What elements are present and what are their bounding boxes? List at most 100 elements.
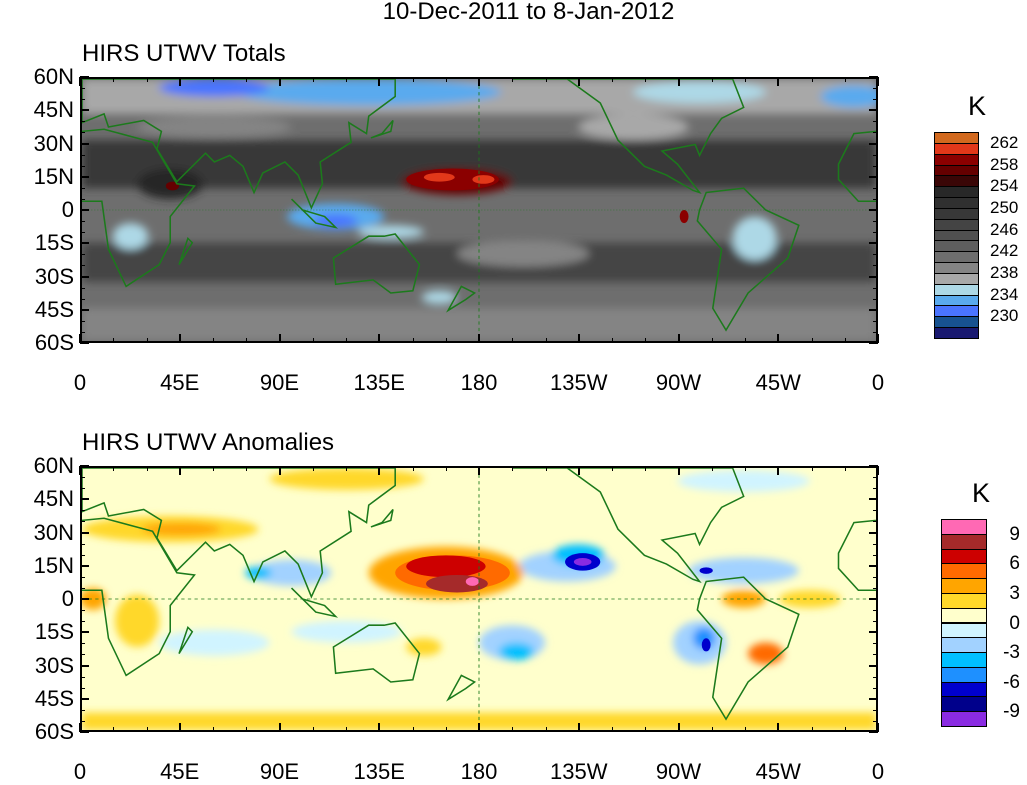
- colorbar-box: [941, 711, 987, 727]
- x-minor-tick: [445, 77, 447, 82]
- y-tick-mark: [869, 209, 878, 211]
- y-tick-mark: [80, 697, 89, 700]
- field-region: [732, 216, 777, 261]
- y-minor-tick: [80, 320, 85, 322]
- x-minor-tick: [844, 727, 846, 732]
- coastline: [290, 198, 339, 229]
- figure-title: 10-Dec-2011 to 8-Jan-2012: [382, 0, 675, 25]
- field-region: [357, 225, 424, 239]
- x-minor-tick: [711, 77, 713, 82]
- y-tick-mark: [869, 109, 878, 112]
- x-minor-tick: [512, 466, 514, 471]
- x-tick-mark: [79, 77, 81, 86]
- x-minor-tick: [412, 77, 414, 82]
- y-tick-mark: [869, 564, 878, 567]
- y-tick-mark: [869, 465, 878, 467]
- x-tick-label: 180: [460, 759, 498, 784]
- y-tick-mark: [80, 598, 89, 600]
- x-tick-label: 0: [73, 370, 87, 395]
- panel-2-subtitle: HIRS UTWV Anomalies: [82, 429, 335, 456]
- x-minor-tick: [645, 77, 647, 82]
- x-tick-label: 90E: [259, 759, 300, 784]
- y-tick-mark: [869, 275, 878, 278]
- coastline: [82, 517, 196, 677]
- x-tick-mark: [777, 77, 780, 86]
- y-minor-tick: [873, 720, 878, 722]
- x-minor-tick: [246, 466, 248, 471]
- x-tick-mark: [577, 466, 580, 475]
- x-minor-tick: [545, 466, 547, 471]
- y-tick-label: 60S: [34, 719, 74, 744]
- field-region: [633, 81, 766, 104]
- y-minor-tick: [873, 287, 878, 289]
- y-tick-label: 15S: [34, 230, 74, 256]
- x-minor-tick: [711, 466, 713, 471]
- x-minor-tick: [213, 466, 214, 471]
- field-region: [159, 79, 270, 97]
- field-region: [426, 574, 488, 593]
- field-region: [465, 577, 479, 586]
- y-tick-mark: [869, 76, 878, 78]
- coastline: [837, 130, 876, 203]
- x-tick-mark: [677, 723, 680, 732]
- y-tick-mark: [80, 631, 89, 634]
- y-tick-label: 45S: [34, 685, 74, 711]
- x-minor-tick: [445, 466, 447, 471]
- y-minor-tick: [80, 654, 85, 656]
- y-minor-tick: [873, 165, 878, 167]
- coastline: [696, 576, 800, 721]
- coastlines: [82, 468, 876, 721]
- y-minor-tick: [80, 221, 85, 223]
- x-tick-mark: [178, 723, 181, 732]
- coastline: [446, 674, 477, 702]
- x-minor-tick: [512, 77, 514, 82]
- x-tick-mark: [178, 77, 181, 86]
- y-minor-tick: [873, 198, 878, 200]
- x-minor-tick: [213, 77, 214, 82]
- x-tick-label: 90E: [259, 370, 300, 395]
- colorbar-label: 258: [990, 154, 1019, 174]
- x-minor-tick: [844, 466, 846, 471]
- y-minor-tick: [80, 298, 85, 300]
- x-tick-label: 135E: [353, 370, 405, 395]
- x-tick-mark: [877, 723, 879, 732]
- x-tick-label: 45E: [160, 759, 200, 784]
- coastline: [178, 625, 194, 654]
- y-minor-tick: [80, 488, 85, 490]
- x-tick-label: 0: [871, 759, 885, 784]
- x-minor-tick: [246, 338, 248, 343]
- x-minor-tick: [146, 727, 148, 732]
- y-minor-tick: [873, 254, 878, 256]
- x-minor-tick: [113, 727, 115, 732]
- y-minor-tick: [80, 720, 85, 722]
- coastline: [696, 187, 800, 332]
- x-minor-tick: [312, 338, 314, 343]
- x-tick-mark: [178, 334, 181, 343]
- field-region: [573, 557, 592, 566]
- x-minor-tick: [213, 338, 214, 343]
- y-minor-tick: [80, 543, 85, 545]
- colorbar-label: 238: [990, 262, 1019, 282]
- field-region: [701, 638, 711, 652]
- y-minor-tick: [80, 121, 85, 123]
- x-tick-mark: [577, 77, 580, 86]
- y-minor-tick: [873, 510, 878, 512]
- coastline: [512, 468, 745, 584]
- x-tick-mark: [378, 723, 381, 732]
- x-minor-tick: [811, 466, 813, 471]
- y-tick-label: 15N: [33, 163, 74, 189]
- colorbar-label: 242: [990, 241, 1019, 261]
- y-tick-mark: [80, 465, 89, 467]
- y-minor-tick: [80, 154, 85, 156]
- field-region: [269, 468, 424, 490]
- x-tick-mark: [877, 334, 879, 343]
- y-tick-mark: [869, 631, 878, 634]
- field-region: [472, 175, 495, 184]
- x-tick-mark: [278, 334, 281, 343]
- x-tick-label: 0: [73, 759, 87, 784]
- field-region: [112, 223, 149, 250]
- field-region: [313, 214, 358, 228]
- y-tick-label: 30S: [34, 263, 74, 289]
- x-tick-mark: [677, 334, 680, 343]
- y-minor-tick: [873, 331, 878, 333]
